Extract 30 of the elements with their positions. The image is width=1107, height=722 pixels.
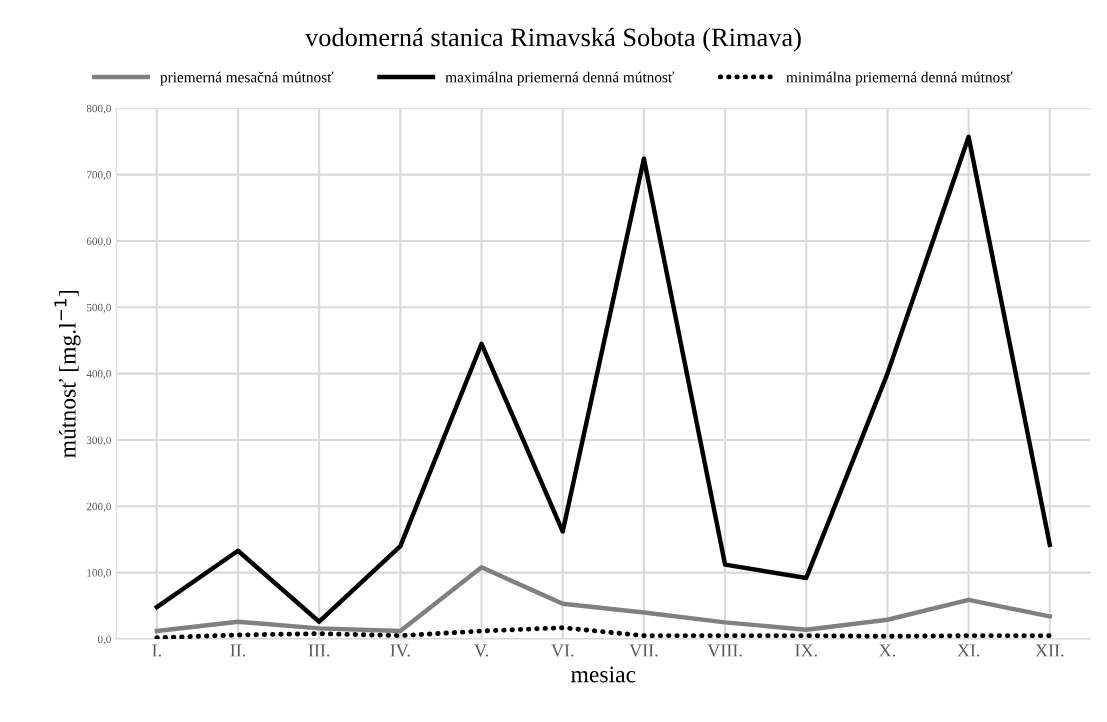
x-tick-label: I. <box>152 644 161 657</box>
x-tick-label: V. <box>474 644 488 657</box>
x-tick-label: II. <box>230 644 246 657</box>
x-tick-label: IV. <box>390 644 410 657</box>
x-tick-label: VIII. <box>707 644 742 657</box>
y-tick-label: 0,0 <box>97 635 111 645</box>
x-tick-label: III. <box>308 644 330 657</box>
y-tick-label: 700,0 <box>87 171 111 181</box>
y-tick-label: 600,0 <box>86 237 111 247</box>
y-tick-label: 100,0 <box>87 569 111 579</box>
chart-title: vodomerná stanica Rimavská Sobota (Rimava) <box>305 27 801 52</box>
x-tick-label: XI. <box>957 644 980 657</box>
x-tick-label: VI. <box>551 644 574 657</box>
y-tick-label: 300,0 <box>86 436 111 446</box>
y-tick-label: 500,0 <box>87 303 111 313</box>
line-series <box>154 134 1053 624</box>
x-axis-title: mesiac <box>571 666 636 683</box>
legend-label: minimálna priemerná denná mútnosť <box>786 71 1013 86</box>
x-tick-label: X. <box>879 644 896 657</box>
y-tick-label: 200,0 <box>86 502 111 512</box>
y-tick-label: 400,0 <box>86 370 111 380</box>
line-series <box>154 625 1053 639</box>
x-tick-label: IX. <box>795 644 817 657</box>
legend-label: priemerná mesačná mútnosť <box>160 71 334 86</box>
x-tick-label: XII. <box>1035 644 1064 657</box>
x-tick-label: VII. <box>629 644 658 657</box>
legend-label: maximálna priemerná denná mútnosť <box>445 71 675 86</box>
line-series <box>154 565 1053 634</box>
y-tick-label: 800,0 <box>86 104 111 114</box>
y-axis-title: mútnosť [mg.l$^{−1}$] <box>54 290 81 458</box>
